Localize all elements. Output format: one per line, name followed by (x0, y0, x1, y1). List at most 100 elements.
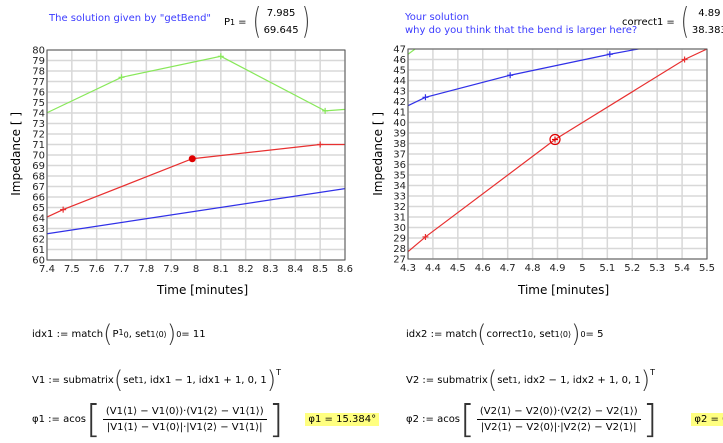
x-tick-label: 5.5 (699, 263, 715, 274)
x-tick-label: 7.6 (89, 264, 105, 275)
eq-sup: ⟨0⟩ (559, 329, 572, 339)
eq-sup: ⟨0⟩ (155, 329, 167, 339)
y-tick-label: 29 (393, 234, 406, 245)
plot-area (47, 53, 345, 235)
y-tick-label: 31 (393, 213, 406, 224)
note-line: Your solution (405, 12, 470, 23)
paren-left: ( (680, 1, 690, 42)
y-tick-label: 64 (32, 214, 45, 225)
data-point-marker (681, 56, 688, 63)
y-tick-label: 41 (393, 108, 406, 119)
plot-frame (46, 49, 346, 261)
y-tick-label: 68 (32, 172, 45, 183)
eq-sup: T (650, 368, 656, 377)
x-tick-label: 4.8 (525, 263, 541, 274)
x-tick-label: 7.8 (138, 264, 154, 275)
idx2-equation: idx2 := match(correct1 0, set 1 ⟨0⟩) 0 = 5 (406, 320, 604, 348)
right-x-axis-label: Time [minutes] (518, 283, 610, 297)
eq-denominator: |V1⟨1⟩ − V1⟨0⟩|·|V1⟨2⟩ − V1⟨1⟩| (106, 421, 263, 433)
y-tick-label: 45 (393, 66, 406, 77)
idx1-equation: idx1 := match(P 10, set 1 ⟨0⟩) 0 = 11 (32, 320, 206, 348)
x-tick-label: 8.4 (287, 264, 303, 275)
matrix-value: 7.985 (266, 8, 296, 19)
data-point-marker (60, 206, 67, 213)
eq-numerator: (V1⟨1⟩ − V1⟨0⟩)·(V1⟨2⟩ − V1⟨1⟩) (102, 406, 267, 420)
y-tick-label: 46 (393, 55, 406, 66)
bend-point (188, 155, 196, 163)
x-tick-label: 8 (193, 264, 199, 275)
data-point-marker (422, 233, 429, 240)
eq-text: φ1 := acos (32, 413, 87, 425)
y-tick-label: 78 (32, 67, 45, 78)
y-tick-label: 71 (32, 140, 45, 151)
y-tick-label: 35 (393, 171, 406, 182)
eq-sub: 0 (123, 330, 129, 340)
phi1-equation: φ1 := acos[ (V1⟨1⟩ − V1⟨0⟩)·(V1⟨2⟩ − V1⟨… (32, 400, 380, 438)
eq-sub: 1 (118, 328, 124, 338)
eq-text: idx2 := match (406, 328, 478, 340)
y-tick-label: 70 (32, 151, 45, 162)
eq-text: P (112, 328, 119, 340)
y-tick-label: 67 (32, 182, 45, 193)
y-tick-label: 79 (32, 56, 45, 67)
x-tick-label: 5.4 (674, 263, 690, 274)
x-tick-label: 5.1 (599, 263, 615, 274)
left-x-axis-label: Time [minutes] (157, 283, 249, 297)
x-tick-label: 8.1 (213, 264, 229, 275)
x-tick-label: 4.3 (400, 263, 416, 274)
series-line (47, 188, 345, 235)
data-point-marker (217, 53, 224, 60)
data-point-marker (118, 74, 125, 81)
bend-point-cross (552, 136, 559, 143)
eq-text: , set (533, 328, 555, 340)
right-chart: 4.3 4.4 4.5 4.6 4.7 4.8 4.9 5 5.1 5.2 5.3 5.4 5.5272… (393, 45, 715, 275)
y-tick-label: 28 (393, 244, 406, 255)
left-chart: 7.4 7.5 7.6 7.7 7.8 7.9 8 8.1 8.2 8.3 8.4 8.5 8.6606… (32, 46, 353, 276)
y-tick-label: 74 (32, 109, 45, 120)
v1-equation: V1 := submatrix(set 1, idx1 − 1, idx1 + 1… (32, 366, 282, 394)
matrix-value: 38.383 (691, 25, 723, 36)
y-tick-label: 43 (393, 87, 406, 98)
x-tick-label: 5 (579, 263, 585, 274)
right-note: Your solution why do you think that the b… (405, 11, 637, 37)
x-tick-label: 7.4 (39, 264, 55, 275)
y-tick-label: 37 (393, 150, 406, 161)
data-point-marker (606, 51, 613, 58)
y-tick-label: 63 (32, 224, 45, 235)
y-tick-label: 27 (393, 255, 406, 266)
x-tick-label: 4.4 (425, 263, 441, 274)
x-tick-label: 4.7 (500, 263, 516, 274)
eq-sub: 1 (150, 329, 156, 339)
y-tick-label: 38 (393, 139, 406, 150)
eq-sub: 0 (176, 329, 182, 339)
v2-equation: V2 := submatrix(set 1, idx2 − 1, idx2 + 1… (406, 366, 656, 394)
series-line (408, 49, 417, 55)
data-point-marker (422, 94, 429, 101)
y-tick-label: 65 (32, 203, 45, 214)
note-line: why do you think that the bend is larger… (405, 25, 638, 36)
y-tick-label: 77 (32, 77, 45, 88)
y-tick-label: 75 (32, 98, 45, 109)
x-tick-label: 5.2 (624, 263, 640, 274)
equals: = (666, 16, 675, 28)
x-tick-label: 8.5 (312, 264, 328, 275)
eq-denominator: |V2⟨1⟩ − V2⟨0⟩|·|V2⟨2⟩ − V2⟨1⟩| (480, 421, 637, 433)
y-tick-label: 30 (393, 223, 406, 234)
data-point-marker (507, 72, 514, 79)
y-tick-label: 40 (393, 118, 406, 129)
y-tick-label: 73 (32, 119, 45, 130)
eq-text: , idx1 − 1, idx1 + 1, 0, 1 (143, 374, 267, 386)
y-tick-label: 62 (32, 235, 45, 246)
matrix-sub: 1 (230, 17, 236, 27)
left-note: The solution given by "getBend" (49, 13, 212, 24)
x-tick-label: 5.3 (649, 263, 665, 274)
y-tick-label: 44 (393, 76, 406, 87)
y-tick-label: 32 (393, 202, 406, 213)
matrix-name: P (224, 16, 231, 28)
y-tick-label: 33 (393, 192, 406, 203)
y-tick-label: 72 (32, 130, 45, 141)
matrix-value: 69.645 (263, 25, 299, 36)
eq-text: correct1 (486, 328, 528, 340)
